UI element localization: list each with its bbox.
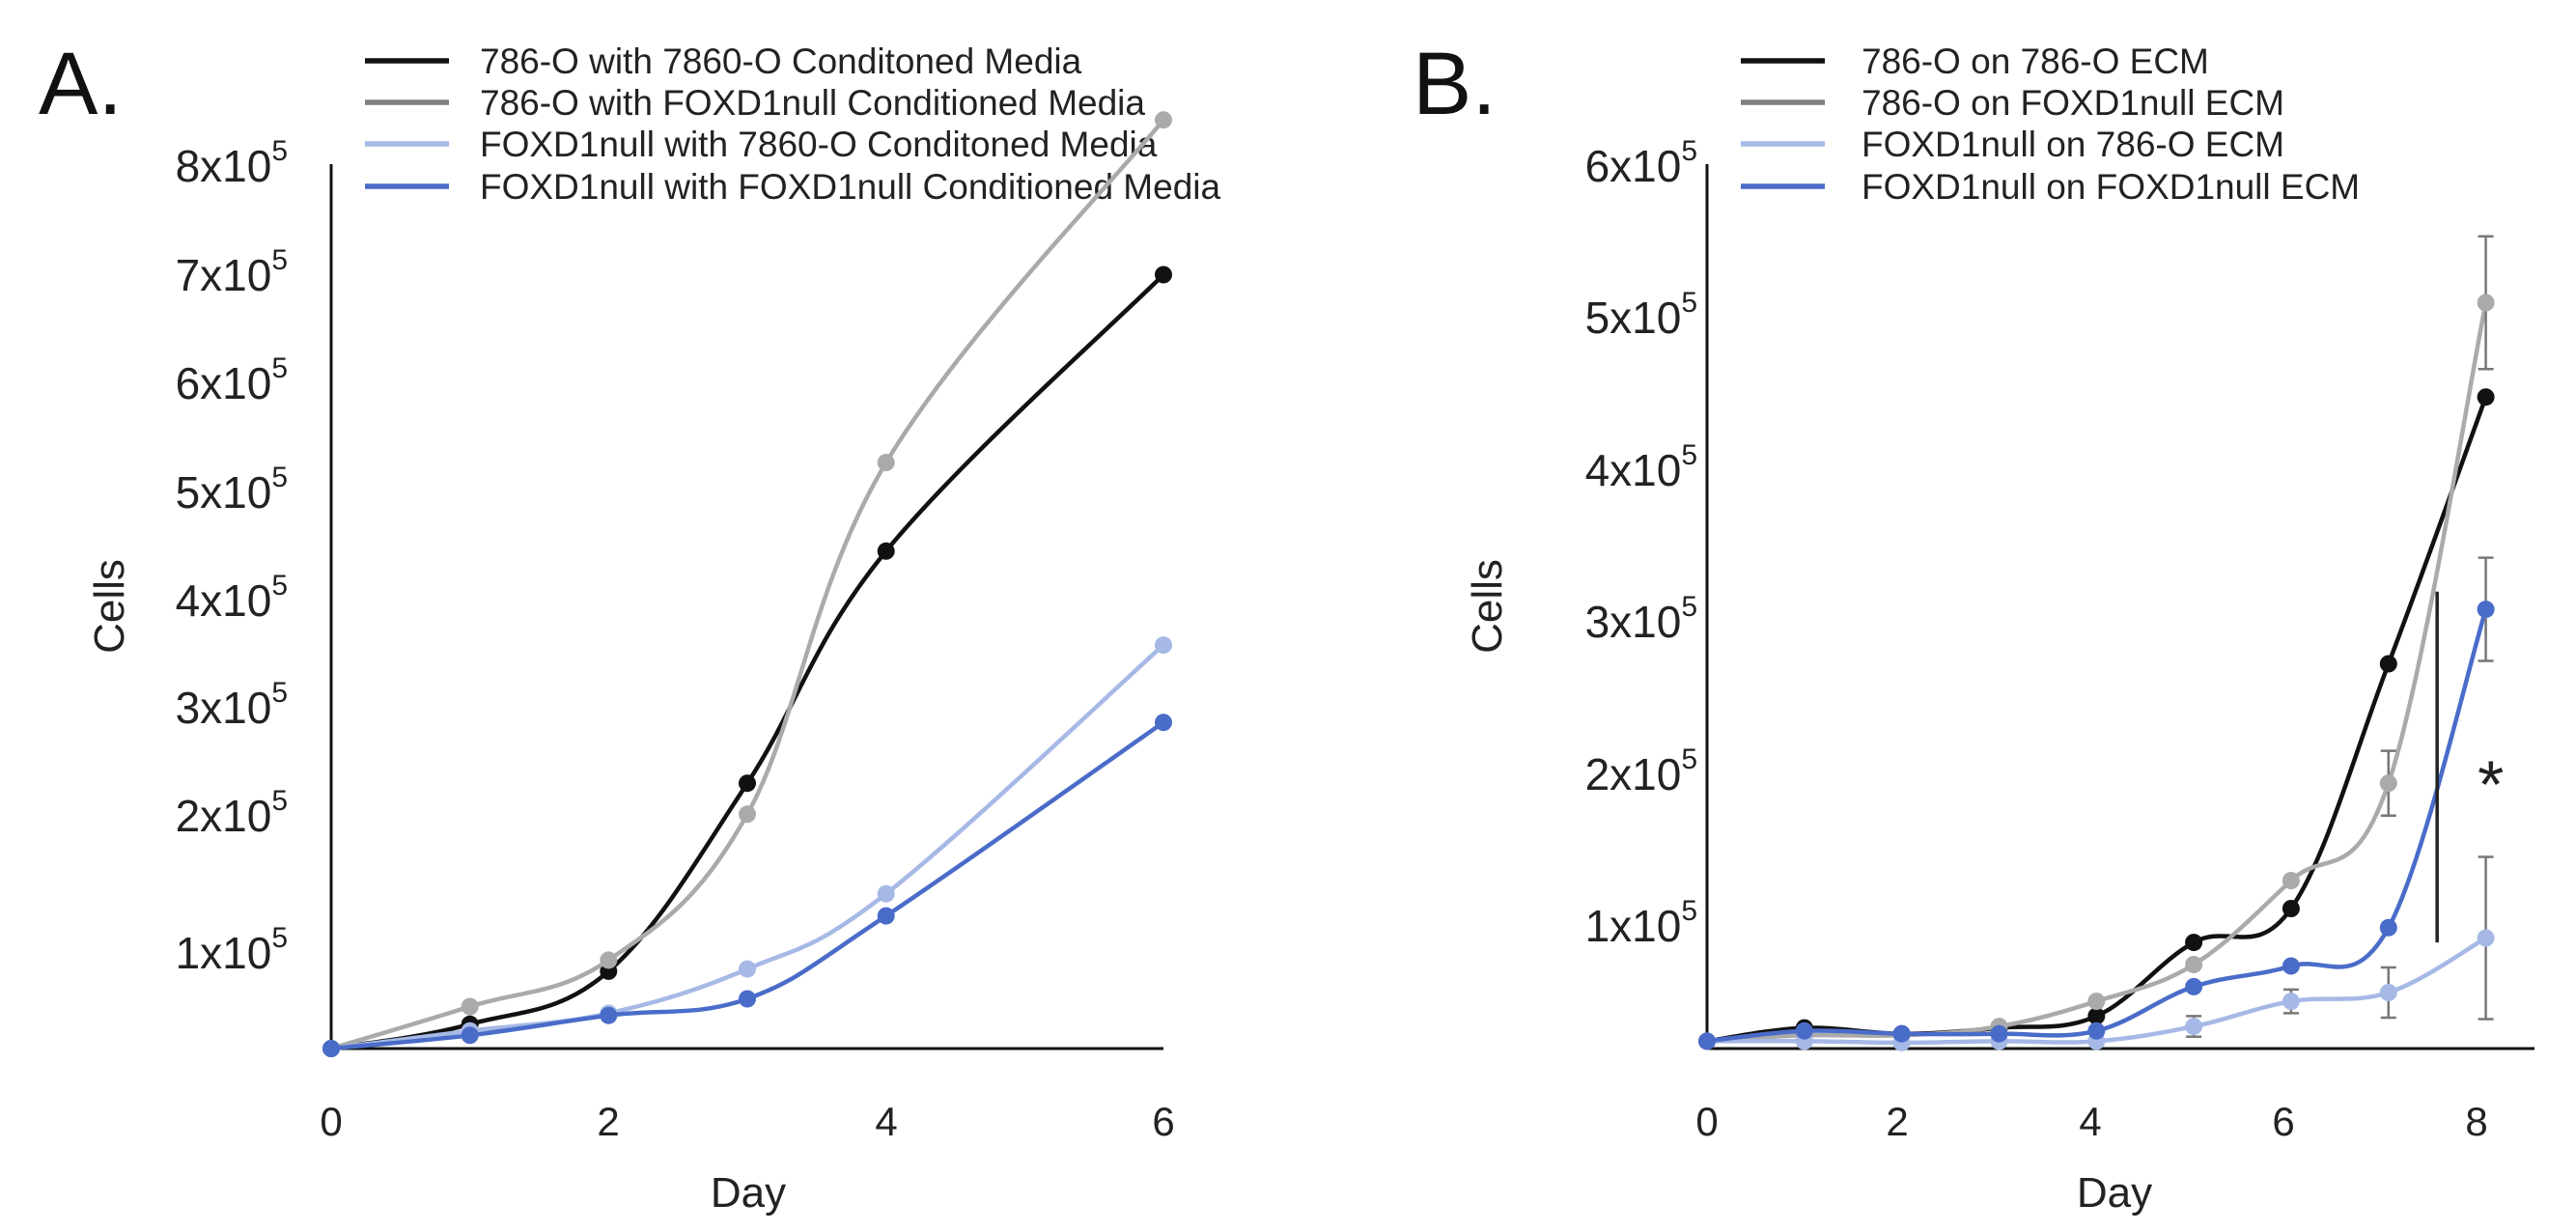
data-point-b-0-4 xyxy=(2087,1007,2106,1025)
data-point-b-2-8 xyxy=(2477,929,2495,947)
legend-label-a-3: FOXD1null with FOXD1null Conditioned Med… xyxy=(480,167,1221,207)
data-point-b-0-5 xyxy=(2185,934,2203,952)
series-line-a-1 xyxy=(328,117,1166,1051)
y-tick-label-b-1: 2x105 xyxy=(1585,743,1697,799)
panel-b-series-group xyxy=(1698,235,2495,1051)
y-tick-label-b-3: 4x105 xyxy=(1585,439,1697,495)
panel-a-series-group xyxy=(322,111,1172,1057)
data-point-b-3-6 xyxy=(2282,957,2300,975)
x-tick-label-a-0: 0 xyxy=(320,1099,342,1144)
y-tick-label-a-0: 1x105 xyxy=(176,922,288,978)
data-point-b-0-7 xyxy=(2379,655,2397,673)
y-tick-label-a-6: 7x105 xyxy=(176,244,288,300)
panel-b-y-axis-label: Cells xyxy=(1464,559,1511,654)
data-point-a-0-4 xyxy=(877,542,895,560)
data-point-a-1-1 xyxy=(461,997,479,1016)
x-tick-label-b-2: 4 xyxy=(2079,1099,2101,1144)
x-tick-label-a-2: 4 xyxy=(875,1099,897,1144)
panel-b-x-tick-labels: 0 2 4 6 8 xyxy=(1695,1099,2487,1144)
data-point-a-3-0 xyxy=(322,1040,340,1057)
panel-b-chart: B. 786-O on 786-O ECM 786-O on FOXD1null… xyxy=(1413,35,2534,1217)
y-tick-label-b-2: 3x105 xyxy=(1585,591,1697,647)
data-point-a-0-3 xyxy=(739,774,756,793)
x-tick-label-b-3: 6 xyxy=(2272,1099,2294,1144)
data-point-b-0-8 xyxy=(2477,388,2495,406)
x-tick-label-a-3: 6 xyxy=(1152,1099,1174,1144)
legend-label-a-2: FOXD1null with 7860-O Conditoned Media xyxy=(480,125,1158,164)
data-point-b-2-6 xyxy=(2282,993,2300,1011)
data-point-b-1-6 xyxy=(2282,872,2300,889)
panel-b-x-axis-label: Day xyxy=(2077,1169,2152,1217)
data-point-a-2-5 xyxy=(1155,636,1172,655)
data-point-b-2-7 xyxy=(2379,984,2397,1001)
data-point-b-2-5 xyxy=(2185,1018,2203,1036)
significance-asterisk: * xyxy=(2478,746,2504,822)
data-point-a-1-5 xyxy=(1155,111,1172,129)
x-tick-label-b-0: 0 xyxy=(1695,1099,1718,1144)
data-point-a-2-4 xyxy=(877,884,895,903)
data-point-b-3-0 xyxy=(1698,1032,1716,1050)
data-point-a-2-3 xyxy=(739,960,756,978)
y-tick-label-a-3: 4x105 xyxy=(176,570,288,626)
series-line-a-0 xyxy=(328,272,1166,1051)
data-point-b-3-1 xyxy=(1795,1022,1813,1040)
legend-label-b-2: FOXD1null on 786-O ECM xyxy=(1862,125,2284,164)
data-point-a-3-1 xyxy=(461,1026,479,1045)
panel-b-significance: * xyxy=(2435,591,2504,943)
legend-label-a-0: 786-O with 7860-O Conditoned Media xyxy=(480,42,1082,81)
data-point-a-1-2 xyxy=(600,951,618,969)
legend-label-b-0: 786-O on 786-O ECM xyxy=(1862,42,2209,81)
series-line-b-1 xyxy=(1704,300,2488,1044)
data-point-b-3-7 xyxy=(2379,918,2397,937)
legend-label-a-1: 786-O with FOXD1null Conditioned Media xyxy=(480,83,1145,123)
data-point-a-3-2 xyxy=(600,1006,618,1024)
data-point-a-0-5 xyxy=(1155,266,1172,284)
panel-a-y-axis-label: Cells xyxy=(86,559,133,654)
y-tick-label-b-5: 6x105 xyxy=(1585,135,1697,191)
series-line-a-2 xyxy=(328,642,1166,1051)
data-point-b-3-2 xyxy=(1892,1024,1911,1043)
x-tick-label-a-1: 2 xyxy=(597,1099,619,1144)
y-tick-label-a-5: 6x105 xyxy=(176,352,288,408)
panel-b-letter: B. xyxy=(1413,35,1497,133)
panel-a-x-axis-label: Day xyxy=(711,1169,786,1217)
y-tick-label-a-2: 3x105 xyxy=(176,677,288,733)
x-tick-label-b-4: 8 xyxy=(2465,1099,2487,1144)
series-line-b-0 xyxy=(1704,394,2488,1044)
data-point-a-1-4 xyxy=(877,454,895,472)
panel-a-legend: 786-O with 7860-O Conditoned Media 786-O… xyxy=(365,42,1221,207)
panel-a-chart: A. 786-O with 7860-O Conditoned Media 78… xyxy=(39,35,1221,1217)
panel-a-letter: A. xyxy=(39,35,123,133)
data-point-b-0-6 xyxy=(2282,900,2300,917)
data-point-b-3-4 xyxy=(2087,1022,2106,1040)
data-point-b-1-8 xyxy=(2477,294,2495,312)
data-point-b-1-7 xyxy=(2379,774,2397,793)
data-point-b-3-3 xyxy=(1990,1024,2008,1043)
legend-label-b-3: FOXD1null on FOXD1null ECM xyxy=(1862,167,2360,207)
data-point-b-3-5 xyxy=(2185,977,2203,995)
data-point-a-3-5 xyxy=(1155,714,1172,732)
panel-b-legend: 786-O on 786-O ECM 786-O on FOXD1null EC… xyxy=(1741,42,2360,207)
y-tick-label-b-0: 1x105 xyxy=(1585,895,1697,951)
y-tick-label-b-4: 5x105 xyxy=(1585,287,1697,343)
panel-a-y-tick-labels: 1x105 2x105 3x105 4x105 5x105 6x105 7x10… xyxy=(176,135,288,978)
series-line-b-3 xyxy=(1704,606,2488,1044)
legend-label-b-1: 786-O on FOXD1null ECM xyxy=(1862,83,2284,123)
data-point-a-3-4 xyxy=(877,907,895,925)
data-point-a-1-3 xyxy=(739,805,756,824)
panel-a-x-tick-labels: 0 2 4 6 xyxy=(320,1099,1174,1144)
data-point-b-3-8 xyxy=(2477,601,2495,619)
x-tick-label-b-1: 2 xyxy=(1886,1099,1908,1144)
y-tick-label-a-7: 8x105 xyxy=(176,135,288,191)
data-point-a-3-3 xyxy=(739,990,756,1008)
data-point-b-1-4 xyxy=(2087,993,2106,1011)
panel-b-y-tick-labels: 1x105 2x105 3x105 4x105 5x105 6x105 xyxy=(1585,135,1697,951)
data-point-b-1-5 xyxy=(2185,956,2203,973)
y-tick-label-a-4: 5x105 xyxy=(176,462,288,518)
y-tick-label-a-1: 2x105 xyxy=(176,785,288,841)
